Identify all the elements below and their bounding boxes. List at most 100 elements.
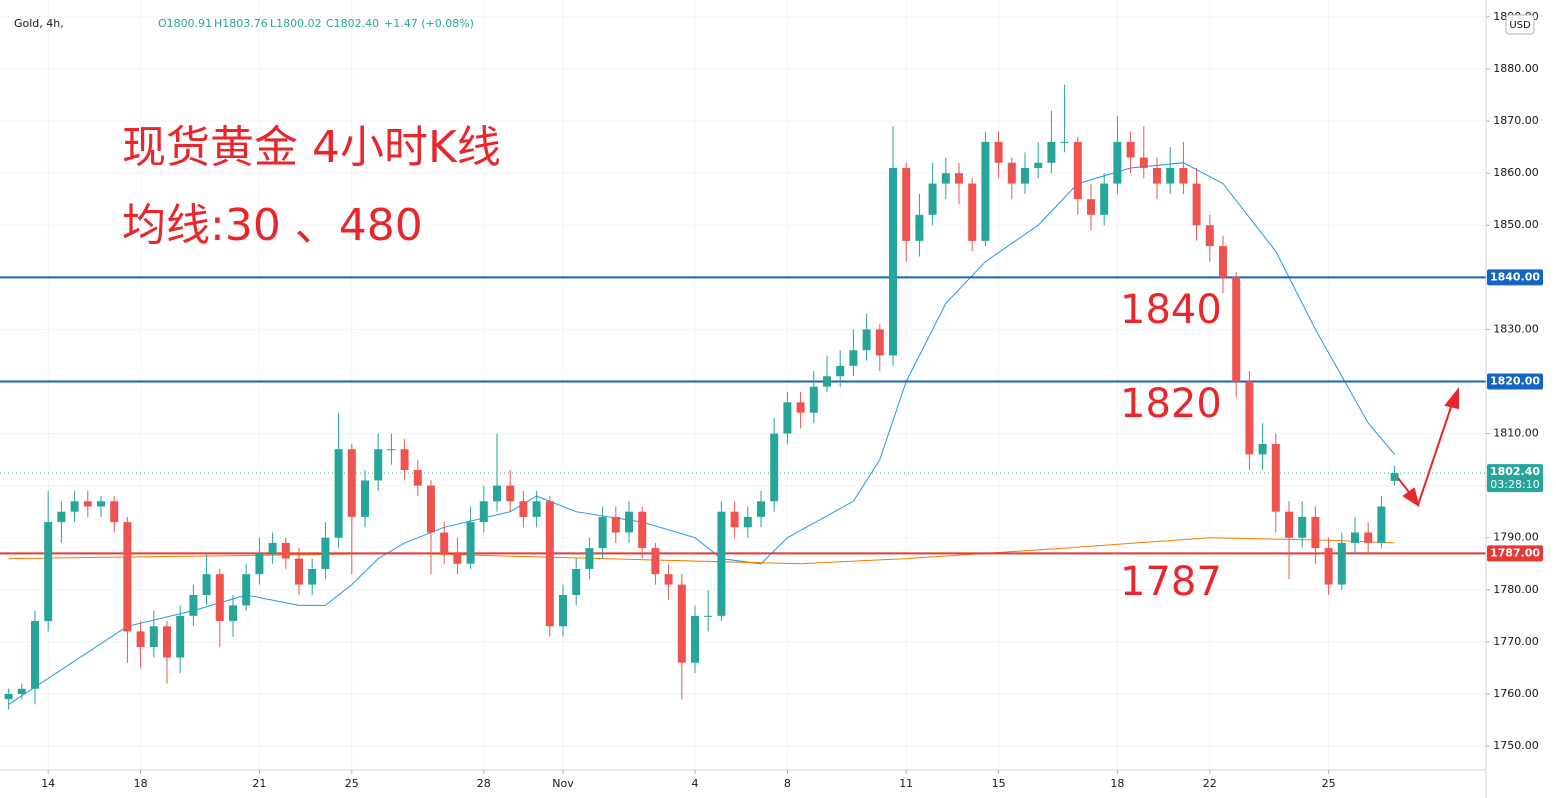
level-label-box bbox=[1487, 545, 1543, 562]
candle-body bbox=[743, 516, 752, 528]
candle-body bbox=[97, 501, 105, 507]
candle-body bbox=[31, 621, 39, 689]
candle-body bbox=[757, 501, 765, 517]
x-tick-label: 11 bbox=[899, 777, 913, 790]
candle-body bbox=[255, 553, 264, 575]
candle-body bbox=[796, 402, 805, 413]
candle-body bbox=[598, 516, 607, 549]
candle-body bbox=[1192, 183, 1201, 226]
candle-body bbox=[1153, 167, 1161, 184]
y-tick-label: 1760.00 bbox=[1493, 687, 1539, 700]
candle-body bbox=[347, 449, 356, 517]
y-tick-label: 1850.00 bbox=[1493, 218, 1539, 231]
y-tick-label: 1830.00 bbox=[1493, 322, 1539, 335]
candle-body bbox=[704, 615, 713, 617]
moving-average bbox=[8, 162, 1395, 705]
candle-body bbox=[1311, 516, 1320, 549]
candle-body bbox=[413, 470, 422, 486]
candle-body bbox=[268, 542, 277, 554]
candle-body bbox=[770, 433, 779, 502]
candle-body bbox=[295, 558, 303, 585]
candle-body bbox=[215, 574, 224, 622]
candle-body bbox=[849, 350, 858, 366]
candle-body bbox=[440, 532, 449, 554]
candle-body bbox=[532, 501, 541, 517]
annotation-level: 1840 bbox=[1120, 287, 1222, 333]
candle-body bbox=[400, 449, 409, 471]
countdown: 03:28:10 bbox=[1490, 478, 1539, 491]
forecast-arrows bbox=[1397, 387, 1459, 508]
x-tick-label: 25 bbox=[1322, 777, 1336, 790]
candle-body bbox=[1271, 443, 1280, 512]
candle-body bbox=[361, 480, 369, 517]
arrow-up bbox=[1417, 403, 1453, 506]
candle-body bbox=[1258, 443, 1267, 455]
candle-body bbox=[1298, 516, 1307, 538]
candle-body bbox=[1139, 157, 1148, 168]
candle-body bbox=[479, 501, 488, 523]
level-label: 1840.00 bbox=[1490, 270, 1540, 283]
candle-body bbox=[1073, 141, 1082, 200]
candle-body bbox=[242, 574, 251, 606]
candle-body bbox=[57, 511, 66, 523]
candle-body bbox=[1021, 167, 1029, 184]
candle-body bbox=[519, 501, 528, 517]
candle-body bbox=[611, 516, 620, 533]
candle-body bbox=[783, 402, 792, 434]
candle-body bbox=[1351, 532, 1359, 543]
ohlc-low: L1800.02 bbox=[270, 17, 322, 30]
y-tick-label: 1880.00 bbox=[1493, 62, 1539, 75]
candle-body bbox=[1087, 199, 1095, 215]
x-tick-label: 22 bbox=[1203, 777, 1217, 790]
ohlc-change: +1.47 (+0.08%) bbox=[384, 17, 474, 30]
annotation-level: 1787 bbox=[1120, 559, 1222, 605]
level-label-box bbox=[1487, 269, 1543, 286]
plot-area bbox=[0, 0, 1486, 770]
candle-body bbox=[1179, 167, 1188, 184]
level-label: 1787.00 bbox=[1490, 546, 1540, 559]
candle-body bbox=[17, 688, 26, 694]
candle-body bbox=[691, 615, 699, 663]
candle-body bbox=[308, 568, 317, 585]
annotation-level: 1820 bbox=[1120, 381, 1222, 427]
candle-body bbox=[994, 141, 1003, 163]
candle-body bbox=[1113, 141, 1122, 184]
candle-body bbox=[572, 568, 581, 596]
candle-body bbox=[1126, 141, 1135, 158]
candle-body bbox=[1100, 183, 1109, 215]
candle-body bbox=[981, 141, 990, 241]
candle-body bbox=[823, 376, 831, 387]
candle-body bbox=[493, 485, 501, 502]
candle-body bbox=[387, 449, 396, 451]
y-tick-label: 1770.00 bbox=[1493, 635, 1539, 648]
candle-body bbox=[229, 605, 237, 622]
y-tick-label: 1780.00 bbox=[1493, 583, 1539, 596]
candle-body bbox=[163, 626, 171, 658]
candle-body bbox=[1324, 548, 1333, 585]
y-tick-label: 1750.00 bbox=[1493, 739, 1539, 752]
candle-body bbox=[545, 501, 554, 627]
moving-average bbox=[8, 537, 1395, 565]
last-price-label: 1802.40 bbox=[1490, 465, 1540, 478]
ohlc-close: C1802.40 bbox=[326, 17, 379, 30]
level-label: 1820.00 bbox=[1490, 374, 1540, 387]
candle-body bbox=[730, 511, 739, 528]
candle-body bbox=[651, 548, 660, 575]
level-label-box bbox=[1487, 373, 1543, 390]
x-tick-label: 18 bbox=[134, 777, 148, 790]
annotation-ma: 均线:30 、480 bbox=[122, 200, 423, 251]
candle-body bbox=[1007, 162, 1016, 184]
arrow-head bbox=[1402, 487, 1420, 508]
candle-body bbox=[506, 485, 515, 502]
candle-body bbox=[202, 574, 211, 596]
candle-body bbox=[1364, 532, 1373, 543]
candle-body bbox=[915, 214, 924, 241]
candle-body bbox=[1060, 141, 1069, 143]
ohlc-open: O1800.91 bbox=[158, 17, 212, 30]
x-tick-label: 25 bbox=[345, 777, 359, 790]
ohlc-high: H1803.76 bbox=[214, 17, 268, 30]
candle-body bbox=[334, 449, 343, 538]
candle-body bbox=[281, 542, 290, 559]
candle-body bbox=[1245, 381, 1254, 455]
